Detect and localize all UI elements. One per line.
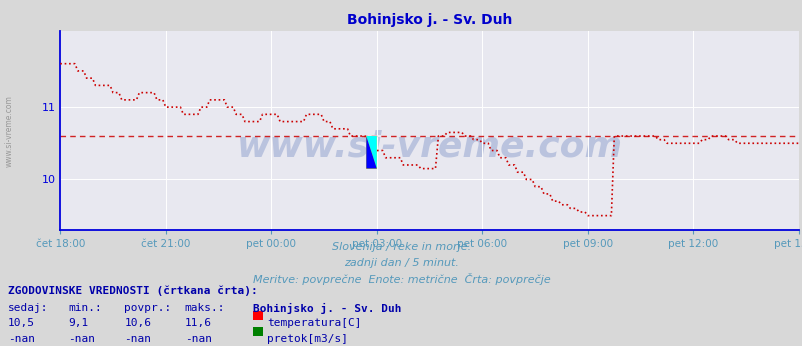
Text: -nan: -nan (124, 334, 152, 344)
Polygon shape (366, 136, 376, 169)
Text: Bohinjsko j. - Sv. Duh: Bohinjsko j. - Sv. Duh (253, 303, 401, 314)
Text: povpr.:: povpr.: (124, 303, 172, 313)
Text: temperatura[C]: temperatura[C] (267, 318, 362, 328)
Text: min.:: min.: (68, 303, 102, 313)
Text: 10,6: 10,6 (124, 318, 152, 328)
Text: -nan: -nan (8, 334, 35, 344)
Text: pretok[m3/s]: pretok[m3/s] (267, 334, 348, 344)
Text: 11,6: 11,6 (184, 318, 212, 328)
Text: 9,1: 9,1 (68, 318, 88, 328)
Text: -nan: -nan (68, 334, 95, 344)
Text: www.si-vreme.com: www.si-vreme.com (237, 129, 622, 164)
Text: 10,5: 10,5 (8, 318, 35, 328)
Title: Bohinjsko j. - Sv. Duh: Bohinjsko j. - Sv. Duh (346, 13, 512, 27)
Text: sedaj:: sedaj: (8, 303, 48, 313)
Text: Slovenija / reke in morje.: Slovenija / reke in morje. (331, 242, 471, 252)
Text: ZGODOVINSKE VREDNOSTI (črtkana črta):: ZGODOVINSKE VREDNOSTI (črtkana črta): (8, 285, 257, 296)
Text: www.si-vreme.com: www.si-vreme.com (5, 95, 14, 167)
Text: zadnji dan / 5 minut.: zadnji dan / 5 minut. (343, 258, 459, 268)
Bar (366, 136, 376, 169)
Text: -nan: -nan (184, 334, 212, 344)
Polygon shape (366, 136, 376, 169)
Text: maks.:: maks.: (184, 303, 225, 313)
Text: Meritve: povprečne  Enote: metrične  Črta: povprečje: Meritve: povprečne Enote: metrične Črta:… (253, 273, 549, 285)
